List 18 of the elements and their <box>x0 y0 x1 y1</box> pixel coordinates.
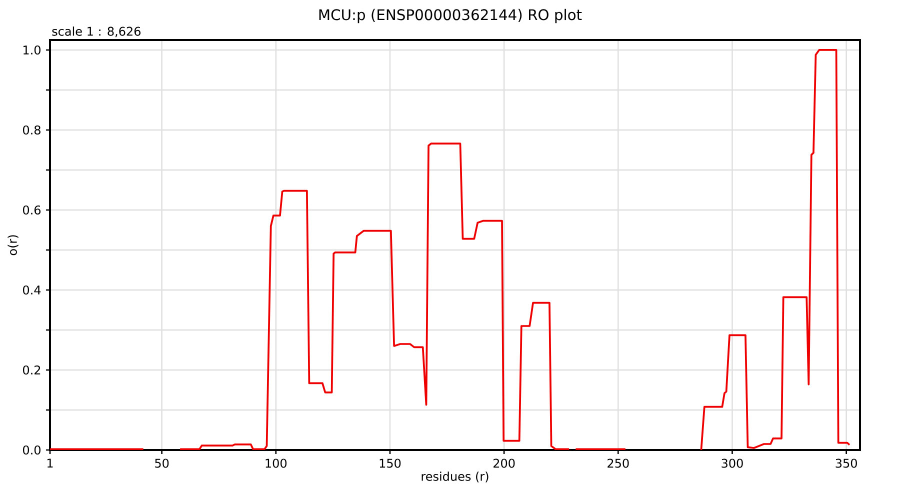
x-tick-label: 300 <box>722 458 743 468</box>
x-tick-label: 250 <box>608 458 629 468</box>
y-tick-label: 0.0 <box>23 445 40 455</box>
text: scale 1 : 8,626 <box>52 26 140 38</box>
y-tick-label: 0.2 <box>23 365 40 375</box>
y-axis-title: o(r) <box>8 235 18 256</box>
x-tick-label: 150 <box>380 458 401 468</box>
x-axis-title: residues (r) <box>422 472 488 482</box>
y-tick-label: 0.4 <box>23 285 41 295</box>
y-tick-label: 1.0 <box>24 45 40 55</box>
x-tick-label: 200 <box>493 458 515 468</box>
x-tick-label: 50 <box>155 458 169 468</box>
x-tick-label: 1 <box>48 458 53 468</box>
chart-title: MCU:p (ENSP00000362144) RO plot <box>319 8 582 24</box>
y-tick-label: 0.8 <box>23 125 40 135</box>
x-tick-label: 100 <box>266 458 287 468</box>
x-tick-label: 350 <box>836 458 857 468</box>
y-tick-label: 0.6 <box>23 205 41 215</box>
